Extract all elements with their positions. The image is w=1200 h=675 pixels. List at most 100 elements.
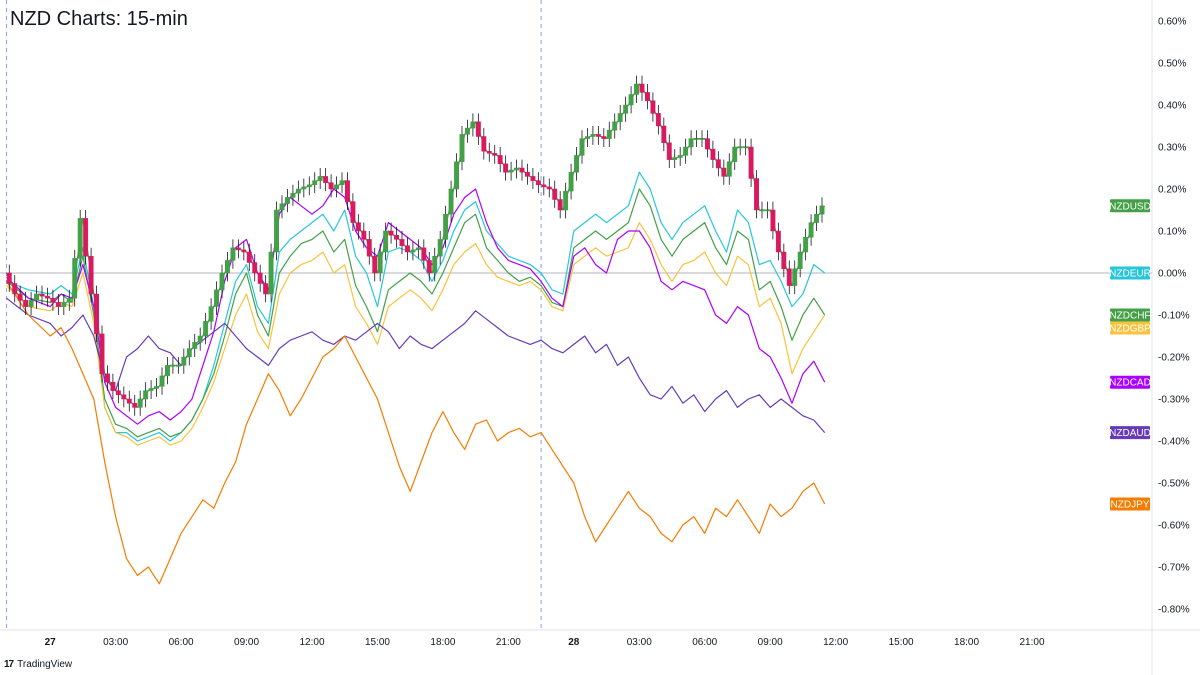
y-tick-label: -0.10% [1158, 311, 1190, 322]
candle-body [437, 239, 443, 257]
candle-body [83, 218, 89, 257]
candle-body [208, 306, 214, 322]
candle-body [497, 155, 503, 165]
candle-body [121, 394, 127, 400]
candle-body [295, 188, 301, 194]
candle-body [590, 134, 596, 137]
candle-body [628, 94, 634, 106]
candle-body [410, 249, 416, 253]
candle-body [683, 146, 689, 156]
y-tick-label: 0.00% [1158, 269, 1186, 280]
y-tick-label: -0.50% [1158, 479, 1190, 490]
candle-body [606, 129, 612, 139]
candle-body [639, 83, 645, 93]
candle-body [175, 365, 181, 367]
candle-body [257, 272, 263, 284]
y-tick-label: 0.10% [1158, 227, 1186, 238]
y-tick-label: 0.50% [1158, 59, 1186, 70]
candle-body [546, 186, 552, 190]
candle-body [126, 398, 132, 404]
x-tick-label: 12:00 [823, 637, 848, 648]
candle-body [448, 188, 454, 215]
candle-body [514, 167, 519, 171]
candle-body [323, 176, 329, 183]
candle-body [726, 161, 732, 177]
y-tick-label: -0.40% [1158, 437, 1190, 448]
candle-body [568, 171, 574, 192]
candle-body [110, 381, 116, 391]
candle-body [705, 138, 710, 150]
candle-body [797, 251, 803, 270]
candle-body [579, 138, 585, 156]
candle-body [650, 100, 656, 114]
x-tick-label: 18:00 [430, 637, 455, 648]
candle-body [645, 92, 650, 102]
y-tick-label: -0.70% [1158, 563, 1190, 574]
candle-body [214, 289, 219, 307]
candle-body [55, 302, 61, 307]
candle-body [759, 209, 765, 212]
candle-body [137, 398, 143, 408]
candle-body [623, 104, 629, 114]
watermark-text: TradingView [17, 659, 73, 670]
series-lines [5, 83, 826, 585]
candle-body [72, 258, 78, 299]
candle-body [563, 190, 569, 211]
x-tick-label: 18:00 [954, 637, 979, 648]
candle-body [803, 237, 809, 253]
candle-body [617, 113, 623, 123]
candle-body [339, 180, 345, 186]
series-tag-label: NZDCHF [1109, 311, 1150, 322]
candle-body [672, 157, 678, 160]
series-line-nzdeur [6, 171, 826, 442]
chart-title: NZD Charts: 15-min [10, 8, 188, 30]
candle-body [475, 121, 481, 137]
candle-body [143, 390, 149, 400]
candle-body [557, 199, 563, 211]
candle-body [601, 136, 607, 139]
candle-body [350, 201, 356, 223]
candle-body [39, 293, 45, 297]
candle-body [317, 176, 323, 181]
x-tick-label: 15:00 [889, 637, 914, 648]
candle-body [301, 186, 307, 190]
candle-body [754, 178, 759, 211]
candle-body [61, 302, 67, 307]
candle-body [165, 365, 170, 377]
candle-body [552, 188, 558, 200]
candle-body [405, 245, 410, 253]
candle-body [661, 125, 667, 144]
candle-body [715, 159, 721, 169]
candle-body [45, 295, 50, 299]
session-markers [6, 0, 542, 630]
x-tick-label: 06:00 [169, 637, 194, 648]
candle-body [765, 209, 770, 212]
candle-body [312, 180, 318, 186]
x-tick-label: 09:00 [234, 637, 259, 648]
candle-body [388, 230, 394, 236]
candle-body [306, 184, 312, 188]
candle-body [88, 255, 94, 295]
candle-body [334, 184, 339, 190]
candle-body [241, 249, 247, 253]
series-tag-label: NZDUSD [1109, 201, 1151, 212]
candle-body [159, 375, 165, 387]
candle-body [355, 222, 361, 232]
candle-body [50, 297, 56, 303]
x-tick-label: 28 [568, 637, 580, 648]
y-tick-label: 0.20% [1158, 185, 1186, 196]
series-line-nzdusd [5, 83, 826, 408]
x-tick-label: 15:00 [365, 637, 390, 648]
candle-body [12, 283, 18, 295]
candle-body [770, 209, 776, 232]
candle-body [481, 136, 487, 152]
candle-body [432, 255, 438, 274]
candle-body [535, 180, 541, 186]
candle-body [34, 293, 39, 301]
series-line-nzdgbp [6, 222, 826, 446]
candle-body [246, 251, 252, 263]
candle-body [612, 121, 618, 131]
y-tick-label: 0.40% [1158, 101, 1186, 112]
